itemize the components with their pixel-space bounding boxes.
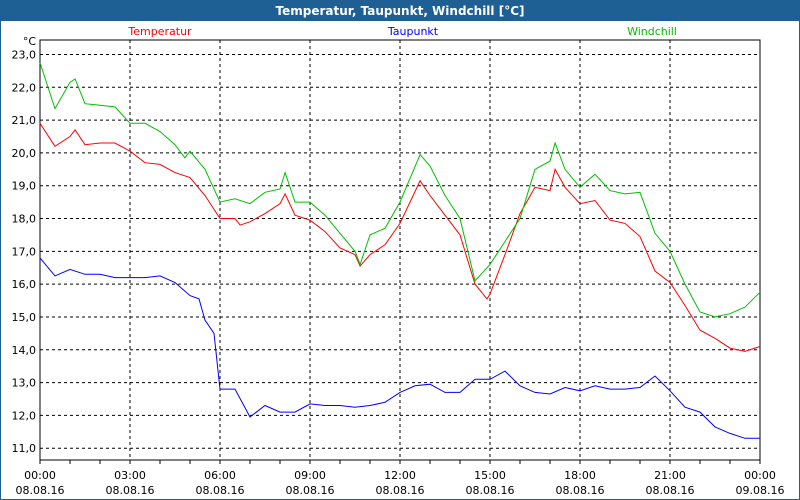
y-tick-label: 11,0: [12, 442, 37, 455]
x-tick-time: 00:00: [744, 469, 776, 482]
x-tick-time: 06:00: [204, 469, 236, 482]
plot-frame: [39, 39, 761, 461]
series-line-temperatur: [39, 123, 761, 352]
x-tick-date: 08.08.16: [106, 484, 155, 497]
y-tick-label: 23,0: [12, 48, 37, 61]
y-tick-label: 12,0: [12, 409, 37, 422]
x-tick-date: 08.08.16: [556, 484, 605, 497]
y-tick-label: 18,0: [12, 213, 37, 226]
legend-taupunkt: Taupunkt: [387, 25, 439, 38]
x-tick-time: 18:00: [564, 469, 596, 482]
y-tick-label: 17,0: [12, 245, 37, 258]
y-tick-label: 15,0: [12, 311, 37, 324]
x-tick-time: 03:00: [114, 469, 146, 482]
x-tick-time: 12:00: [384, 469, 416, 482]
y-tick-label: 13,0: [12, 377, 37, 390]
y-tick-label: 19,0: [12, 180, 37, 193]
x-tick-time: 09:00: [294, 469, 326, 482]
x-tick-time: 00:00: [24, 469, 56, 482]
y-tick-label: 21,0: [12, 114, 37, 127]
legend-windchill: Windchill: [627, 25, 677, 38]
x-tick-date: 08.08.16: [16, 484, 65, 497]
series-line-windchill: [39, 62, 761, 318]
x-tick-date: 08.08.16: [646, 484, 695, 497]
y-tick-label: 20,0: [12, 147, 37, 160]
window-title: Temperatur, Taupunkt, Windchill [°C]: [1, 1, 799, 21]
x-tick-date: 08.08.16: [196, 484, 245, 497]
y-tick-label: 14,0: [12, 344, 37, 357]
x-tick-date: 08.08.16: [286, 484, 335, 497]
y-tick-label: 16,0: [12, 278, 37, 291]
legend-temperatur: Temperatur: [127, 25, 192, 38]
y-tick-label: 22,0: [12, 81, 37, 94]
x-tick-time: 21:00: [654, 469, 686, 482]
x-tick-time: 15:00: [474, 469, 506, 482]
x-tick-date: 08.08.16: [376, 484, 425, 497]
y-axis-unit: °C: [23, 35, 37, 48]
x-tick-date: 08.08.16: [466, 484, 515, 497]
series-line-taupunkt: [39, 257, 760, 439]
x-tick-date: 09.08.16: [736, 484, 785, 497]
